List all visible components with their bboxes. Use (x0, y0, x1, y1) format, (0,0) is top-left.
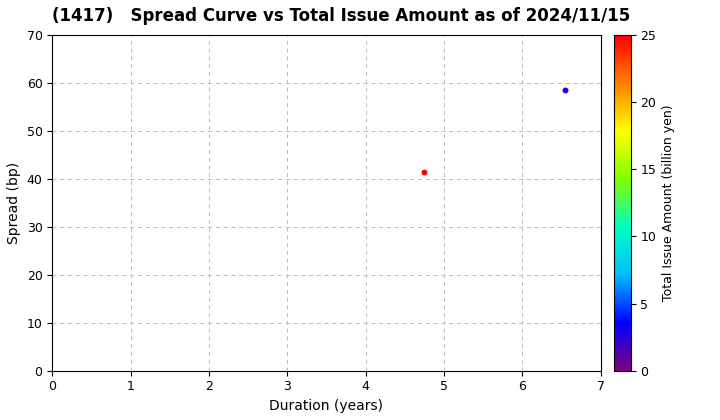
Text: (1417)   Spread Curve vs Total Issue Amount as of 2024/11/15: (1417) Spread Curve vs Total Issue Amoun… (53, 7, 631, 25)
Y-axis label: Total Issue Amount (billion yen): Total Issue Amount (billion yen) (662, 105, 675, 301)
X-axis label: Duration (years): Duration (years) (269, 399, 384, 413)
Point (418, 168, 430, 175)
Y-axis label: Spread (bp): Spread (bp) (7, 162, 21, 244)
Point (559, 87, 571, 93)
